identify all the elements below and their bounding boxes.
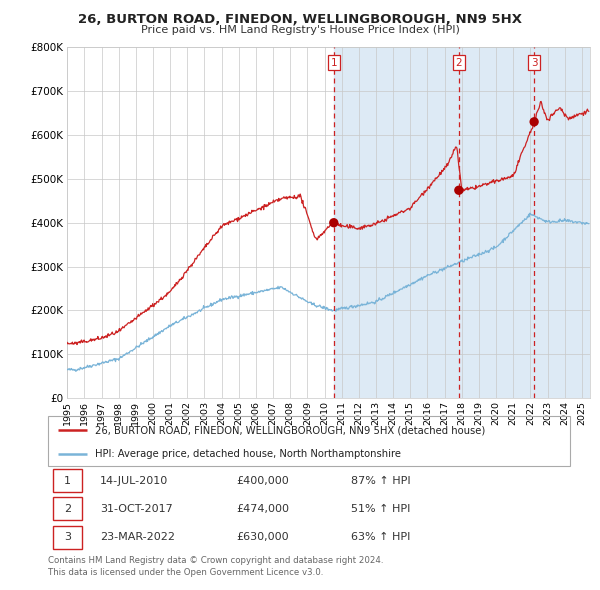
Text: 1: 1	[331, 58, 337, 68]
Text: 3: 3	[531, 58, 538, 68]
Text: 2: 2	[64, 504, 71, 514]
Bar	[53, 526, 82, 549]
Text: 63% ↑ HPI: 63% ↑ HPI	[351, 532, 410, 542]
Text: 51% ↑ HPI: 51% ↑ HPI	[351, 504, 410, 514]
Text: This data is licensed under the Open Government Licence v3.0.: This data is licensed under the Open Gov…	[48, 568, 323, 576]
Point	[454, 185, 464, 195]
Bar	[334, 47, 590, 398]
Bar	[53, 469, 82, 492]
Text: Contains HM Land Registry data © Crown copyright and database right 2024.: Contains HM Land Registry data © Crown c…	[48, 556, 383, 565]
Text: £474,000: £474,000	[236, 504, 289, 514]
Text: 1: 1	[64, 476, 71, 486]
Point	[529, 117, 539, 126]
Text: 26, BURTON ROAD, FINEDON, WELLINGBOROUGH, NN9 5HX (detached house): 26, BURTON ROAD, FINEDON, WELLINGBOROUGH…	[95, 425, 485, 435]
Text: 31-OCT-2017: 31-OCT-2017	[100, 504, 173, 514]
Text: Price paid vs. HM Land Registry's House Price Index (HPI): Price paid vs. HM Land Registry's House …	[140, 25, 460, 35]
Text: £630,000: £630,000	[236, 532, 289, 542]
Point	[329, 218, 338, 228]
Bar	[53, 497, 82, 520]
Text: £400,000: £400,000	[236, 476, 289, 486]
Text: 3: 3	[64, 532, 71, 542]
Text: 26, BURTON ROAD, FINEDON, WELLINGBOROUGH, NN9 5HX: 26, BURTON ROAD, FINEDON, WELLINGBOROUGH…	[78, 13, 522, 26]
Text: 23-MAR-2022: 23-MAR-2022	[100, 532, 175, 542]
Text: 2: 2	[455, 58, 462, 68]
Text: HPI: Average price, detached house, North Northamptonshire: HPI: Average price, detached house, Nort…	[95, 449, 401, 459]
Text: 87% ↑ HPI: 87% ↑ HPI	[351, 476, 410, 486]
Text: 14-JUL-2010: 14-JUL-2010	[100, 476, 169, 486]
